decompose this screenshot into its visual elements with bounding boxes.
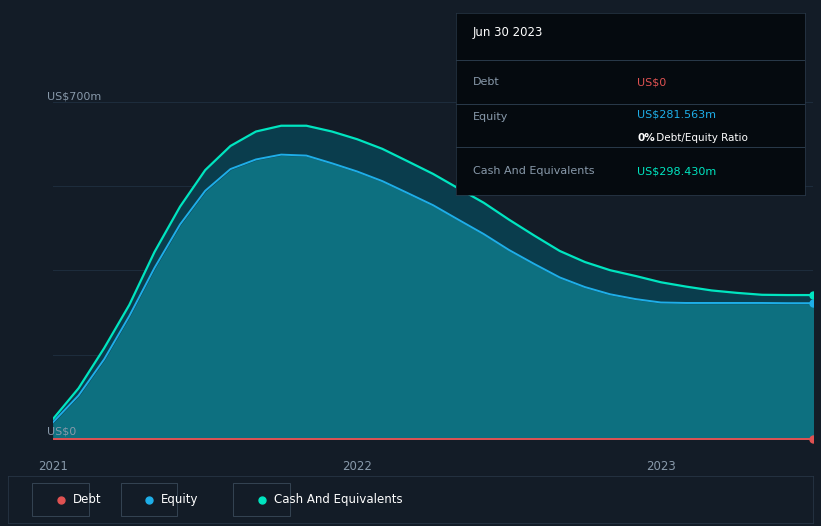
Text: 2021: 2021 bbox=[39, 460, 68, 473]
Text: 0%: 0% bbox=[637, 134, 655, 144]
Text: US$298.430m: US$298.430m bbox=[637, 166, 717, 176]
FancyBboxPatch shape bbox=[32, 483, 89, 517]
Text: US$0: US$0 bbox=[48, 427, 76, 437]
Text: Cash And Equivalents: Cash And Equivalents bbox=[473, 166, 594, 176]
Text: Equity: Equity bbox=[473, 113, 508, 123]
Text: Cash And Equivalents: Cash And Equivalents bbox=[273, 493, 402, 506]
Text: US$700m: US$700m bbox=[48, 92, 102, 102]
Text: Debt/Equity Ratio: Debt/Equity Ratio bbox=[653, 134, 748, 144]
Text: Debt: Debt bbox=[72, 493, 101, 506]
Text: Jun 30 2023: Jun 30 2023 bbox=[473, 26, 544, 39]
FancyBboxPatch shape bbox=[233, 483, 290, 517]
FancyBboxPatch shape bbox=[121, 483, 177, 517]
Text: 2022: 2022 bbox=[342, 460, 372, 473]
Text: 2023: 2023 bbox=[646, 460, 676, 473]
Text: US$281.563m: US$281.563m bbox=[637, 110, 716, 120]
Text: US$0: US$0 bbox=[637, 77, 667, 87]
Text: Equity: Equity bbox=[161, 493, 199, 506]
Text: Debt: Debt bbox=[473, 77, 500, 87]
